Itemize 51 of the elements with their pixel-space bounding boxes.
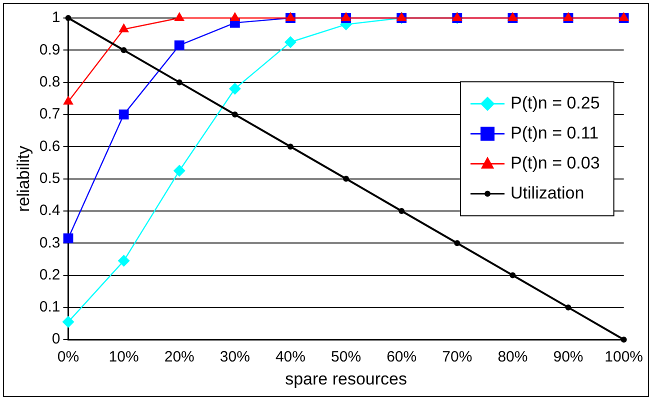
legend-label: P(t)n = 0.03 — [510, 153, 600, 172]
point — [230, 12, 240, 21]
x-axis-title: spare resources — [285, 369, 407, 388]
point — [118, 254, 130, 267]
y-tick-label: 0.5 — [39, 170, 60, 187]
point — [118, 110, 129, 120]
point — [620, 336, 627, 343]
point — [343, 176, 350, 182]
x-tick-label: 0% — [57, 348, 80, 366]
point — [454, 240, 460, 246]
point — [232, 111, 238, 118]
y-tick-label: 0.9 — [39, 41, 60, 58]
point — [565, 304, 572, 310]
y-tick-label: 0.8 — [39, 73, 60, 90]
y-tick-label: 0.7 — [39, 106, 60, 123]
point — [176, 79, 182, 86]
point — [173, 164, 186, 177]
point — [287, 144, 294, 150]
x-tick-label: 100% — [604, 348, 644, 366]
legend-label: P(t)n = 0.25 — [510, 93, 600, 112]
x-tick-label: 60% — [386, 348, 417, 366]
point — [62, 316, 74, 328]
x-tick-label: 10% — [108, 348, 139, 366]
y-tick-label: 0.4 — [39, 202, 60, 220]
x-tick-label: 40% — [275, 348, 306, 366]
x-tick-label: 70% — [442, 348, 472, 366]
point — [65, 15, 72, 21]
point — [118, 23, 130, 32]
y-tick-label: 0.3 — [39, 234, 60, 252]
point — [398, 208, 405, 214]
point — [174, 12, 185, 21]
y-tick-label: 0.1 — [39, 298, 60, 316]
point — [284, 36, 296, 48]
y-tick-label: 1 — [52, 9, 60, 26]
legend-label: Utilization — [510, 183, 584, 202]
y-tick-label: 0 — [52, 330, 60, 348]
y-tick-label: 0.2 — [39, 266, 60, 284]
point — [510, 272, 516, 278]
x-tick-label: 80% — [498, 348, 528, 366]
x-tick-label: 90% — [553, 348, 584, 366]
point — [120, 47, 127, 54]
x-tick-label: 20% — [164, 348, 194, 366]
y-tick-label: 0.6 — [39, 138, 60, 155]
legend-label: P(t)n = 0.11 — [510, 123, 599, 142]
x-tick-label: 30% — [220, 348, 250, 366]
point — [174, 40, 184, 50]
y-axis-title: reliability — [14, 145, 33, 212]
x-tick-label: 50% — [331, 348, 362, 366]
point — [63, 96, 74, 105]
point — [228, 82, 241, 95]
point — [63, 233, 74, 244]
